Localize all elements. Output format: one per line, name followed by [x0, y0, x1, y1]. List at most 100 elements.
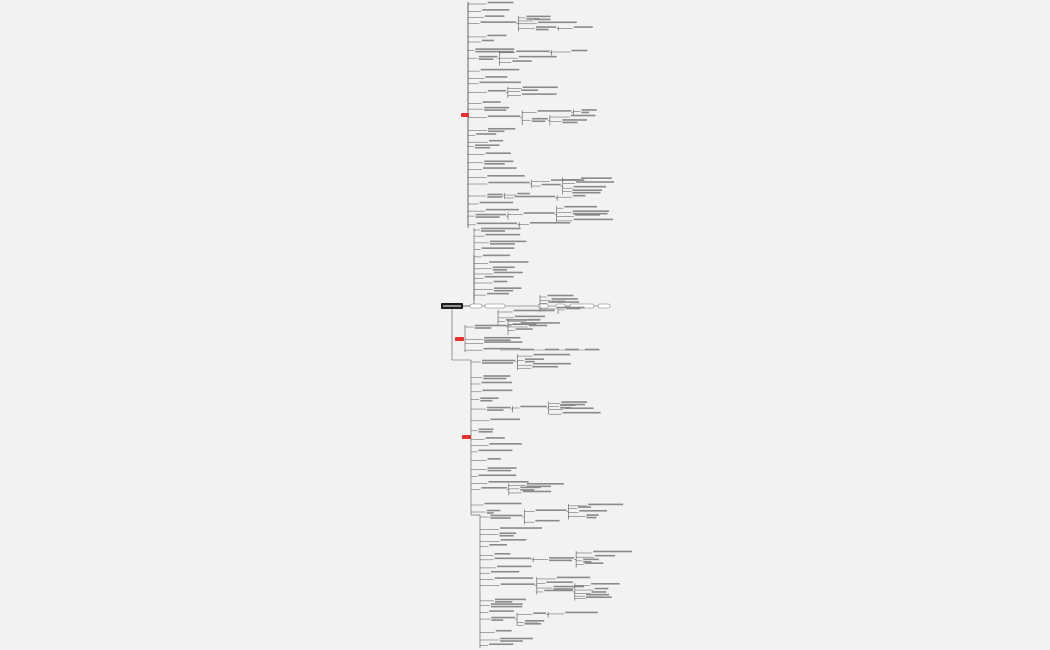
node-text: [518, 55, 557, 58]
node-text: [490, 605, 523, 608]
node-text: [572, 194, 586, 197]
node-text: [535, 519, 560, 522]
node-text: [564, 407, 594, 410]
node-text: [487, 196, 503, 198]
node-text: [493, 287, 522, 289]
node-text: [500, 637, 533, 640]
node-text: [572, 212, 608, 215]
node-text: [487, 467, 517, 469]
node-text: [500, 583, 535, 585]
node-text: [478, 431, 493, 433]
node-text: [575, 181, 615, 183]
node-text: [475, 48, 515, 50]
node-text: [489, 261, 529, 263]
node: [597, 303, 611, 309]
node-text: [494, 552, 511, 555]
node-text: [521, 89, 539, 92]
node-text: [565, 348, 579, 351]
root-text: [443, 305, 461, 307]
node-text: [561, 401, 588, 403]
node-text: [538, 21, 577, 24]
node-text: [481, 359, 516, 362]
node-text: [531, 120, 546, 123]
node-text: [529, 221, 571, 224]
node-text: [537, 110, 572, 112]
node-text: [487, 127, 516, 130]
node-text: [482, 9, 510, 11]
node-text: [516, 50, 550, 53]
node-text: [478, 428, 494, 431]
node-text: [575, 214, 600, 216]
node-text: [480, 21, 517, 23]
node-text: [549, 559, 573, 562]
node: [537, 303, 549, 309]
node-text: [499, 534, 514, 537]
node: [469, 303, 483, 309]
node-text: [565, 307, 581, 310]
node-text: [479, 81, 521, 84]
node-text: [524, 620, 545, 622]
node-text: [594, 554, 616, 557]
node-text: [475, 50, 514, 53]
node-text: [522, 86, 558, 89]
node-text: [587, 596, 612, 599]
node-text: [562, 119, 587, 121]
node-text: [522, 490, 552, 493]
node-text: [493, 289, 514, 292]
node-text: [487, 175, 525, 177]
node-text: [534, 18, 551, 21]
branch-node: [461, 113, 469, 117]
node-text: [553, 585, 584, 588]
node-text: [480, 397, 499, 399]
node-text: [500, 527, 542, 529]
node-text: [586, 593, 610, 596]
node-text: [535, 28, 549, 31]
node-text: [484, 163, 505, 165]
node-text: [583, 558, 599, 561]
node-text: [591, 582, 620, 585]
node-text: [586, 516, 597, 519]
node-text: [474, 324, 506, 327]
node-text: [524, 623, 542, 625]
node-text: [547, 294, 574, 297]
node-text: [487, 458, 501, 460]
node-text: [580, 177, 612, 179]
node-text: [490, 514, 523, 517]
node-text: [535, 509, 567, 511]
node-text: [484, 15, 505, 17]
node-text: [482, 101, 501, 103]
node-text: [520, 322, 560, 324]
node-text: [541, 183, 561, 186]
node-text: [515, 328, 533, 330]
node-text: [517, 192, 530, 195]
node-text: [520, 486, 541, 489]
branch-node: [455, 337, 464, 341]
node-text: [495, 629, 512, 632]
node-text: [474, 327, 492, 329]
branch-node: [462, 435, 471, 439]
node-text: [481, 362, 514, 364]
node-text: [481, 39, 494, 42]
node-text: [586, 514, 599, 516]
node-text: [562, 121, 578, 124]
node-text: [486, 512, 494, 514]
node-text: [494, 577, 534, 579]
node-text: [593, 550, 632, 553]
node-text: [485, 152, 511, 155]
node-text: [489, 543, 507, 546]
node-text: [581, 111, 590, 114]
node-text: [505, 319, 540, 321]
node-text: [512, 60, 532, 62]
node-text: [492, 269, 507, 271]
node-text: [549, 557, 575, 559]
node-text: [484, 341, 523, 343]
node-text: [476, 222, 518, 225]
node-text: [481, 227, 521, 230]
node-text: [478, 58, 494, 60]
node-text: [533, 353, 571, 356]
node-text: [490, 570, 520, 573]
node-text: [548, 301, 580, 303]
node-text: [480, 399, 493, 402]
node-text: [526, 18, 540, 20]
